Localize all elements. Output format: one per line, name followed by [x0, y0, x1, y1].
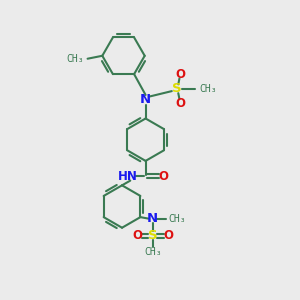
Text: N: N [140, 93, 151, 106]
Text: S: S [172, 82, 182, 95]
Text: CH₃: CH₃ [199, 84, 217, 94]
Text: N: N [147, 212, 158, 225]
Text: O: O [132, 229, 142, 242]
Text: O: O [176, 97, 186, 110]
Text: O: O [176, 68, 186, 80]
Text: O: O [163, 229, 173, 242]
Text: HN: HN [118, 170, 138, 183]
Text: O: O [159, 170, 169, 183]
Text: CH₃: CH₃ [66, 54, 84, 64]
Text: CH₃: CH₃ [168, 214, 186, 224]
Text: S: S [148, 229, 158, 242]
Text: CH₃: CH₃ [144, 247, 162, 257]
